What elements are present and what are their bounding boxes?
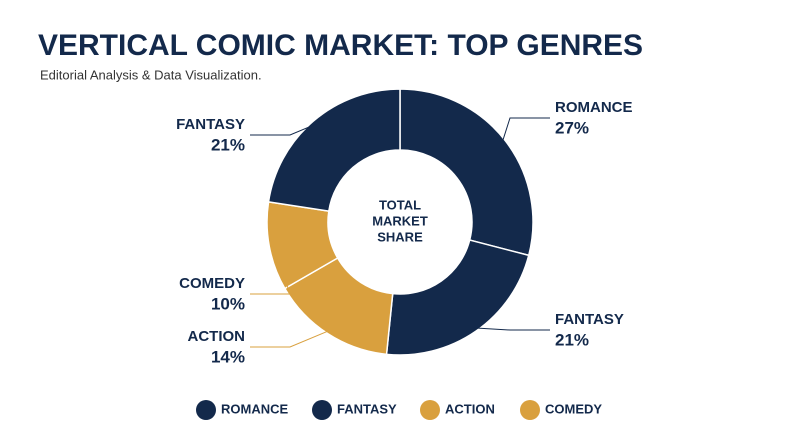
segment-label: COMEDY [179, 275, 245, 292]
segment-value-label: 14% [211, 347, 245, 366]
legend-marker [196, 400, 216, 420]
donut-segment [385, 239, 530, 356]
center-label: SHARE [377, 229, 423, 244]
segment-label: FANTASY [555, 311, 624, 328]
segment-label: ROMANCE [555, 99, 633, 116]
segment-label: FANTASY [176, 116, 245, 133]
chart-subtitle: Editorial Analysis & Data Visualization. [40, 67, 262, 82]
legend-marker [312, 400, 332, 420]
segment-value-label: 10% [211, 294, 245, 313]
legend-label: ROMANCE [221, 401, 288, 416]
leader-line [250, 245, 291, 295]
center-label: TOTAL [379, 197, 421, 212]
chart-title: VERTICAL COMIC MARKET: TOP GENRES [38, 29, 643, 62]
center-label: MARKET [372, 213, 428, 228]
segment-value-label: 27% [555, 118, 589, 137]
segment-value-label: 21% [555, 330, 589, 349]
leader-line [473, 327, 550, 331]
legend-marker [420, 400, 440, 420]
legend-label: ACTION [445, 401, 495, 416]
legend-label: COMEDY [545, 401, 602, 416]
donut-segment [267, 88, 401, 212]
legend-label: FANTASY [337, 401, 397, 416]
segment-label: ACTION [188, 328, 246, 345]
leader-line [501, 117, 550, 144]
segment-value-label: 21% [211, 135, 245, 154]
legend-marker [520, 400, 540, 420]
leader-line [250, 329, 331, 348]
donut-segment [399, 88, 534, 257]
leader-line [250, 123, 317, 136]
